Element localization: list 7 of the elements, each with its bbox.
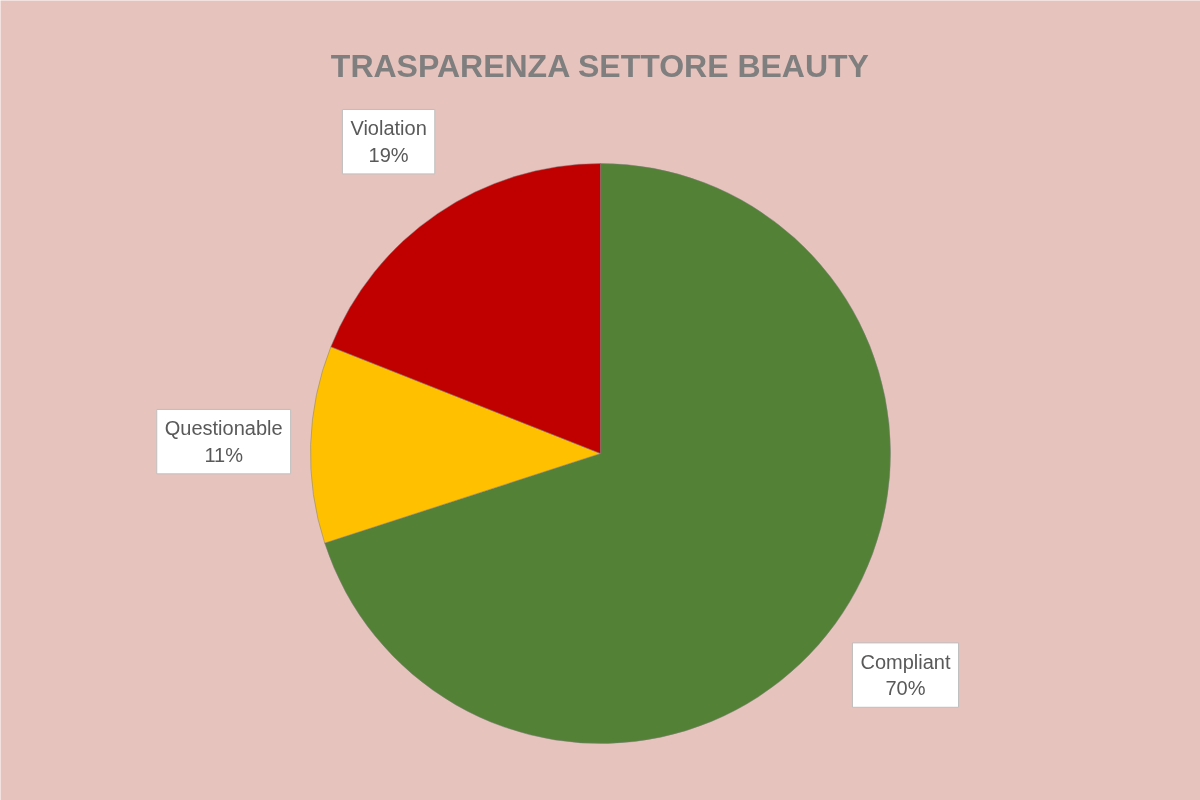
data-label: 19% [368, 143, 409, 166]
data-label: 70% [885, 677, 926, 700]
slice-label: Questionable [164, 417, 283, 440]
slice-label: Compliant [860, 650, 951, 673]
slice-label: Violation [350, 117, 427, 140]
data-label: 11% [204, 443, 244, 466]
chart-title: TRASPARENZA SETTORE BEAUTY [330, 47, 869, 84]
